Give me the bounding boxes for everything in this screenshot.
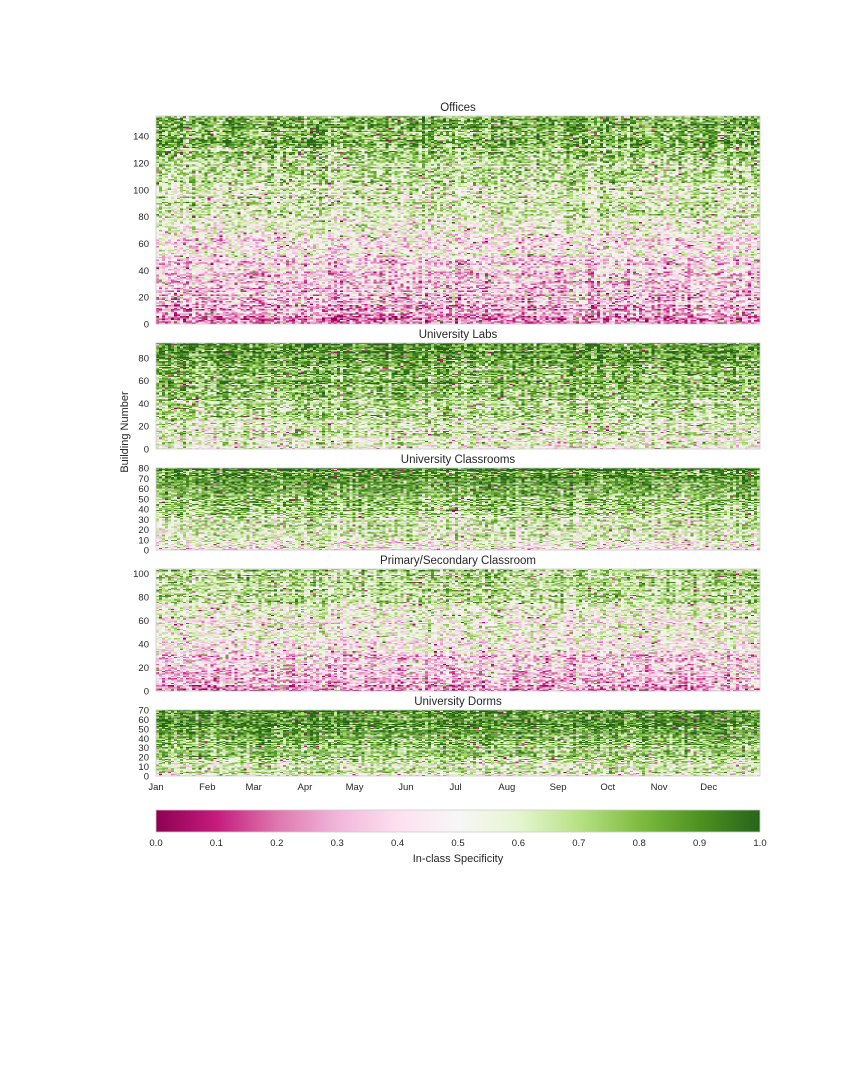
panel-frame — [155, 467, 761, 551]
panel-title: University Labs — [419, 329, 498, 341]
colorbar-tick-label: 0.2 — [270, 838, 283, 849]
y-tick-label: 120 — [133, 158, 149, 169]
colorbar-tick-label: 0.9 — [693, 838, 706, 849]
y-tick-label: 20 — [138, 293, 149, 304]
y-tick-label: 60 — [138, 239, 149, 250]
y-tick-label: 10 — [138, 762, 149, 773]
y-tick-label: 0 — [144, 687, 149, 698]
x-tick-label: Mar — [245, 782, 261, 793]
y-tick-label: 80 — [138, 212, 149, 223]
colorbar-tick-label: 0.1 — [210, 838, 223, 849]
heatmap-cells — [156, 343, 760, 449]
y-tick-label: 40 — [138, 640, 149, 651]
panel-frame — [155, 568, 761, 692]
panel-title: Primary/Secondary Classroom — [380, 555, 536, 567]
colorbar-tick-label: 0.8 — [633, 838, 646, 849]
heatmap-cells — [156, 569, 760, 691]
colorbar-bar — [155, 809, 761, 833]
y-tick-label: 40 — [138, 399, 149, 410]
heatmap-cells — [156, 468, 760, 550]
colorbar-tick-label: 0.0 — [149, 838, 162, 849]
y-tick-label: 140 — [133, 132, 149, 143]
y-tick-label: 60 — [138, 376, 149, 387]
y-tick-label: 80 — [138, 464, 149, 475]
colorbar-label: In-class Specificity — [413, 853, 504, 865]
x-tick-label: Aug — [498, 782, 515, 793]
y-tick-label: 50 — [138, 724, 149, 735]
colorbar-tick-label: 0.7 — [572, 838, 585, 849]
panel-title: Offices — [440, 102, 476, 114]
y-tick-label: 40 — [138, 266, 149, 277]
y-tick-label: 30 — [138, 743, 149, 754]
y-tick-label: 0 — [144, 772, 149, 783]
y-tick-label: 60 — [138, 484, 149, 495]
y-tick-label: 20 — [138, 525, 149, 536]
x-tick-label: Jun — [398, 782, 413, 793]
colorbar-tick-label: 1.0 — [753, 838, 766, 849]
y-tick-label: 70 — [138, 706, 149, 717]
x-tick-label: Jan — [148, 782, 163, 793]
panel-frame — [155, 709, 761, 777]
y-tick-label: 50 — [138, 494, 149, 505]
y-tick-label: 40 — [138, 505, 149, 516]
y-tick-label: 20 — [138, 663, 149, 674]
x-tick-label: Jul — [449, 782, 461, 793]
colorbar-tick-label: 0.6 — [512, 838, 525, 849]
panel-title: University Classrooms — [401, 454, 516, 466]
x-tick-label: Dec — [700, 782, 717, 793]
x-tick-label: May — [346, 782, 364, 793]
x-tick-label: Nov — [651, 782, 668, 793]
y-tick-label: 0 — [144, 445, 149, 456]
y-tick-label: 80 — [138, 353, 149, 364]
y-tick-label: 100 — [133, 569, 149, 580]
heatmap-cells — [156, 116, 760, 324]
y-tick-label: 10 — [138, 535, 149, 546]
y-axis-label: Building Number — [119, 391, 131, 473]
y-tick-label: 0 — [144, 546, 149, 557]
colorbar-tick-label: 0.3 — [331, 838, 344, 849]
y-tick-label: 30 — [138, 515, 149, 526]
y-tick-label: 80 — [138, 593, 149, 604]
x-tick-label: Sep — [550, 782, 567, 793]
colorbar-tick-label: 0.5 — [451, 838, 464, 849]
heatmap-panel: Primary/Secondary Classroom 0 20 40 60 80 100 — [133, 555, 761, 698]
panel-frame — [155, 115, 761, 325]
y-tick-label: 100 — [133, 185, 149, 196]
y-tick-label: 0 — [144, 320, 149, 331]
x-tick-label: Apr — [298, 782, 313, 793]
heatmap-panel: University Labs 0 20 40 60 80 — [138, 329, 761, 456]
y-tick-label: 20 — [138, 753, 149, 764]
panel-title: University Dorms — [414, 696, 502, 708]
y-tick-label: 40 — [138, 734, 149, 745]
y-tick-label: 60 — [138, 715, 149, 726]
colorbar-tick-label: 0.4 — [391, 838, 404, 849]
colorbar: 0.0 0.1 0.2 0.3 0.4 0.5 0.6 0.7 0.8 0.9 1.0 — [149, 809, 767, 849]
y-tick-label: 20 — [138, 422, 149, 433]
panel-frame — [155, 342, 761, 450]
heatmap-panel: Offices 0 20 40 60 80 100 120 140 — [133, 102, 761, 331]
x-tick-label: Oct — [600, 782, 615, 793]
x-tick-label: Feb — [199, 782, 215, 793]
y-tick-label: 70 — [138, 474, 149, 485]
x-axis-ticks: Jan Feb Mar Apr May Jun Jul Aug Sep Oct Nov Dec — [148, 782, 717, 793]
heatmap-cells — [156, 710, 760, 776]
y-tick-label: 60 — [138, 616, 149, 627]
